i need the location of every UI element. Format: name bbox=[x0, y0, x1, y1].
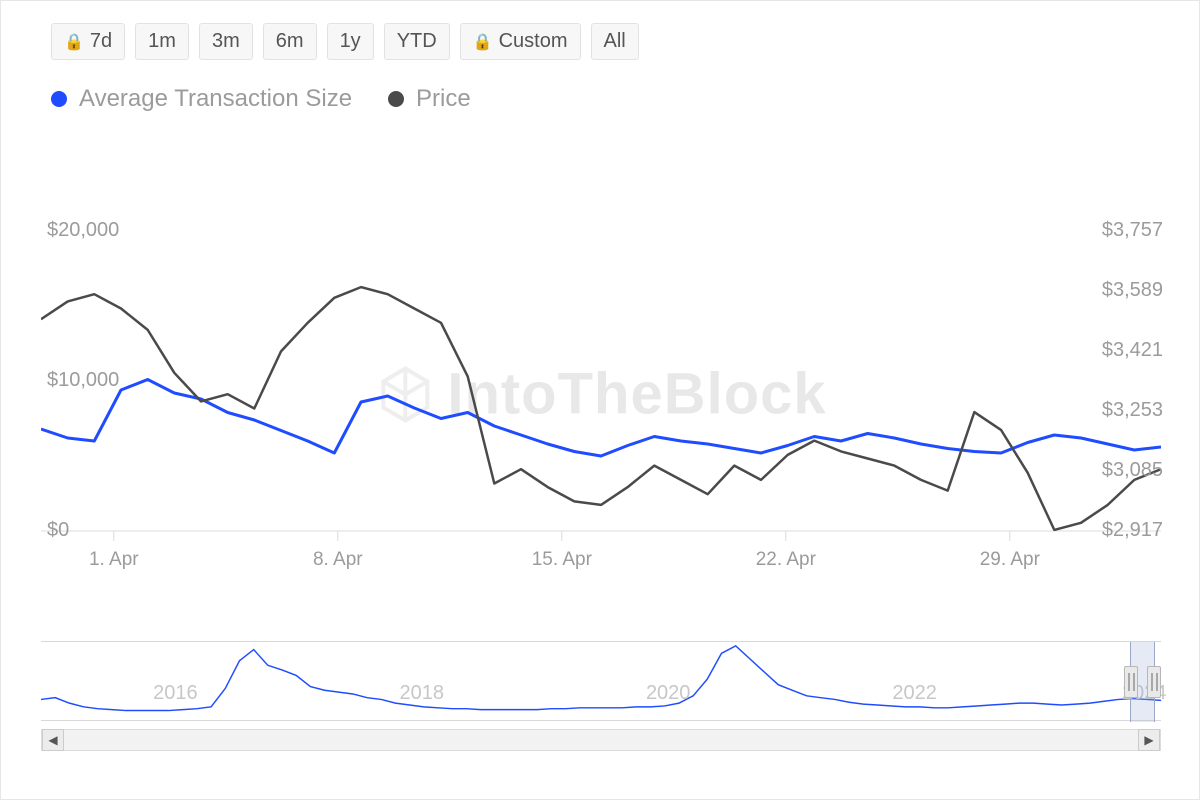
navigator-sparkline bbox=[41, 646, 1161, 711]
brush-handle-left[interactable] bbox=[1124, 666, 1138, 698]
y-axis-left-label: $10,000 bbox=[47, 369, 119, 392]
lock-icon: 🔒 bbox=[64, 32, 84, 52]
scroll-left-button[interactable]: ◀ bbox=[42, 729, 64, 751]
range-button-3m[interactable]: 3m bbox=[199, 23, 253, 60]
y-axis-right-label: $3,757 bbox=[1102, 219, 1163, 242]
range-button-6m[interactable]: 6m bbox=[263, 23, 317, 60]
navigator-brush[interactable] bbox=[1130, 642, 1156, 722]
y-axis-right-label: $3,589 bbox=[1102, 279, 1163, 302]
series-line bbox=[41, 380, 1161, 457]
scroll-right-button[interactable]: ▶ bbox=[1138, 729, 1160, 751]
legend: Average Transaction Size Price bbox=[51, 85, 471, 113]
navigator-year-label: 2016 bbox=[153, 682, 198, 705]
range-button-all[interactable]: All bbox=[591, 23, 639, 60]
legend-item[interactable]: Price bbox=[388, 85, 471, 113]
lock-icon: 🔒 bbox=[473, 32, 493, 52]
range-button-label: YTD bbox=[397, 30, 437, 53]
chart-frame: 🔒 7d 1m 3m 6m 1y YTD 🔒 Custom All Average Transac… bbox=[0, 0, 1200, 800]
y-axis-right-label: $3,421 bbox=[1102, 339, 1163, 362]
y-axis-left-label: $0 bbox=[47, 519, 69, 542]
range-button-label: 6m bbox=[276, 30, 304, 53]
x-axis-label: 1. Apr bbox=[89, 549, 139, 571]
navigator-plot: 20162018202020222024 bbox=[41, 641, 1161, 721]
y-axis-left-label: $20,000 bbox=[47, 219, 119, 242]
main-chart: IntoTheBlock $0$10,000$20,000 $2,917$3,0… bbox=[41, 231, 1161, 571]
range-button-custom[interactable]: 🔒 Custom bbox=[460, 23, 581, 60]
x-axis-label: 29. Apr bbox=[980, 549, 1040, 571]
series-line bbox=[41, 287, 1161, 530]
range-button-label: 3m bbox=[212, 30, 240, 53]
legend-dot-icon bbox=[51, 91, 67, 107]
y-axis-right-label: $3,253 bbox=[1102, 399, 1163, 422]
navigator-year-label: 2018 bbox=[400, 682, 445, 705]
time-range-bar: 🔒 7d 1m 3m 6m 1y YTD 🔒 Custom All bbox=[51, 23, 639, 60]
main-chart-svg bbox=[41, 231, 1161, 571]
range-button-label: 1m bbox=[148, 30, 176, 53]
legend-label: Average Transaction Size bbox=[79, 85, 352, 113]
range-button-ytd[interactable]: YTD bbox=[384, 23, 450, 60]
range-button-1m[interactable]: 1m bbox=[135, 23, 189, 60]
range-button-label: All bbox=[604, 30, 626, 53]
legend-item[interactable]: Average Transaction Size bbox=[51, 85, 352, 113]
range-button-label: Custom bbox=[499, 30, 568, 53]
legend-label: Price bbox=[416, 85, 471, 113]
range-button-label: 7d bbox=[90, 30, 112, 53]
y-axis-right-label: $2,917 bbox=[1102, 519, 1163, 542]
x-axis-label: 15. Apr bbox=[532, 549, 592, 571]
legend-dot-icon bbox=[388, 91, 404, 107]
navigator-year-label: 2020 bbox=[646, 682, 691, 705]
range-button-7d[interactable]: 🔒 7d bbox=[51, 23, 125, 60]
x-axis-label: 22. Apr bbox=[756, 549, 816, 571]
range-button-1y[interactable]: 1y bbox=[327, 23, 374, 60]
navigator-scrollbar[interactable]: ◀ ▶ bbox=[41, 729, 1161, 751]
y-axis-right-label: $3,085 bbox=[1102, 459, 1163, 482]
x-axis-label: 8. Apr bbox=[313, 549, 363, 571]
navigator-year-label: 2022 bbox=[892, 682, 937, 705]
navigator[interactable]: 20162018202020222024 ◀ ▶ bbox=[41, 641, 1161, 751]
range-button-label: 1y bbox=[340, 30, 361, 53]
navigator-svg bbox=[41, 642, 1161, 720]
brush-handle-right[interactable] bbox=[1147, 666, 1161, 698]
